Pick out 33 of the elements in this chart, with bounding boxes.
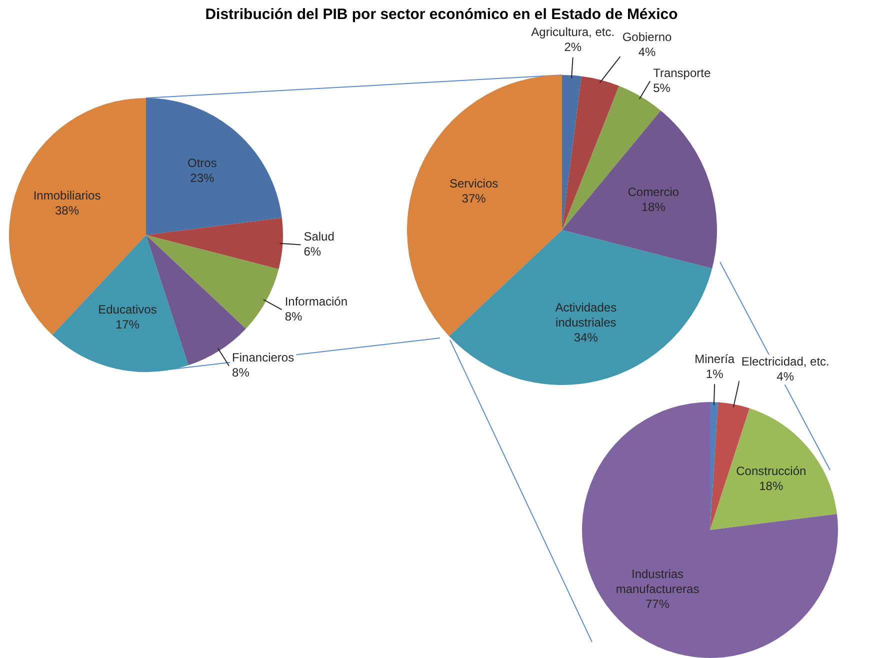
data-label: 37% bbox=[462, 192, 486, 206]
data-label: 18% bbox=[641, 200, 666, 214]
data-label: 2% bbox=[564, 40, 582, 54]
slice-label: Financieros bbox=[232, 350, 294, 365]
data-label: 23% bbox=[190, 171, 215, 186]
slice-label: Gobierno bbox=[622, 30, 672, 44]
data-label: 4% bbox=[638, 45, 656, 60]
slice-label: Actividades industriales bbox=[555, 300, 617, 330]
data-label: 8% bbox=[232, 366, 250, 380]
chart-title: Distribución del PIB por sector económico en el Estado de México bbox=[204, 6, 679, 23]
data-label: 17% bbox=[115, 318, 140, 332]
data-label: 4% bbox=[776, 369, 794, 384]
slice-label: Otros bbox=[188, 156, 217, 170]
data-label: 5% bbox=[653, 80, 671, 95]
slice-label: Construcción bbox=[736, 464, 806, 478]
slice-label: Salud bbox=[304, 230, 334, 244]
slice-label: Comercio bbox=[628, 185, 680, 200]
data-label: 8% bbox=[284, 309, 302, 324]
data-label: 34% bbox=[574, 330, 598, 344]
data-label: 38% bbox=[55, 204, 80, 218]
slice-label: Electricidad, etc. bbox=[741, 354, 830, 368]
data-label: 1% bbox=[706, 366, 724, 381]
slice-label: Servicios bbox=[449, 176, 498, 191]
slice-label: Agricultura, etc. bbox=[531, 25, 615, 40]
data-label: 18% bbox=[759, 479, 784, 494]
slice-label: Información bbox=[284, 294, 348, 308]
slice-label: Inmobiliarios bbox=[33, 188, 101, 203]
data-label: 77% bbox=[646, 596, 670, 611]
slice-label: Minería bbox=[694, 352, 735, 366]
data-label: 6% bbox=[304, 244, 322, 259]
slice-label: Transporte bbox=[653, 66, 711, 80]
slice-label: Educativos bbox=[98, 302, 157, 317]
slice-label: Industrias manufactureras bbox=[616, 566, 700, 596]
